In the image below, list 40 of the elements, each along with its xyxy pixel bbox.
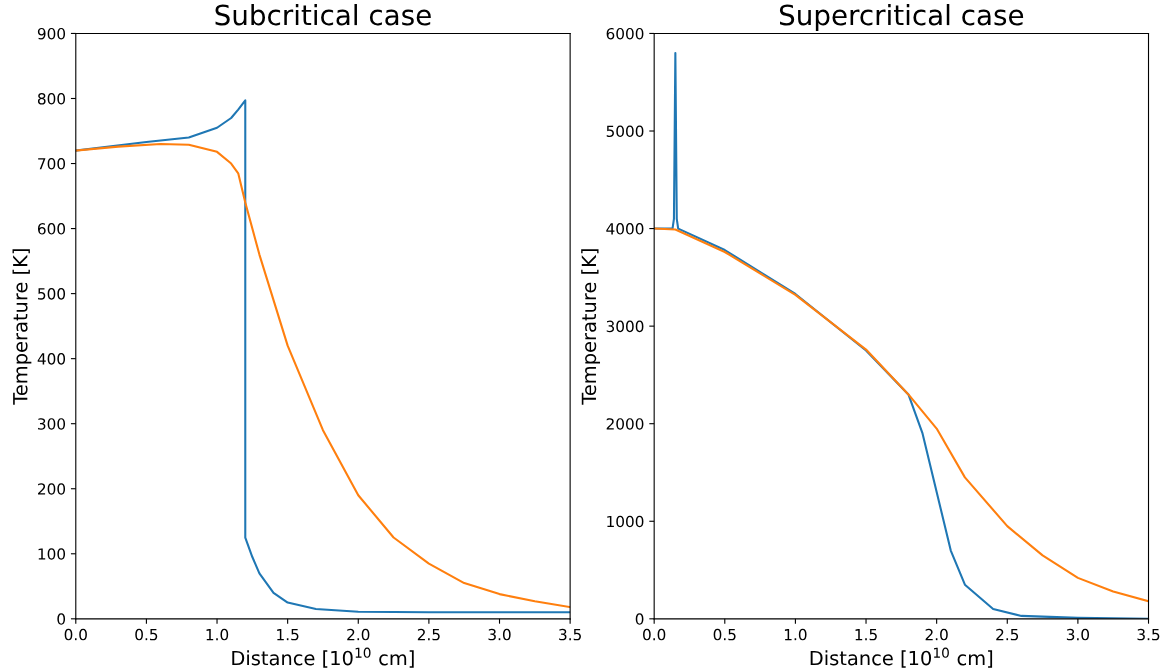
x-tick-label: 3.5 xyxy=(1137,628,1160,641)
line-series xyxy=(654,227,1149,603)
y-tick-label: 1000 xyxy=(607,515,644,528)
x-tick-label: 0.0 xyxy=(64,628,87,641)
chart-title: Subcritical case xyxy=(215,4,431,26)
y-tick-label: 6000 xyxy=(606,27,644,40)
y-tick-label: 3000 xyxy=(606,320,644,333)
y-tick-label: 300 xyxy=(38,418,66,430)
y-tick-label: 200 xyxy=(38,483,66,495)
x-tick-label: 1.5 xyxy=(855,629,877,641)
x-tick-label: 1.5 xyxy=(277,629,299,641)
y-tick-label: 5000 xyxy=(606,125,644,138)
x-tick-label: 1.0 xyxy=(784,628,807,641)
x-axis-title: Distance [10$^{10}$ cm] xyxy=(232,647,414,668)
x-tick-label: 3.0 xyxy=(488,628,511,641)
y-tick-label: 0 xyxy=(635,613,644,625)
x-tick-label: 3.5 xyxy=(559,628,581,641)
x-tick-label: 2.5 xyxy=(996,628,1019,641)
y-tick-label: 700 xyxy=(38,158,66,170)
y-tick-label: 600 xyxy=(37,223,66,235)
y-tick-label: 900 xyxy=(37,27,66,40)
x-tick-label: 2.0 xyxy=(347,628,370,641)
x-tick-label: 0.0 xyxy=(643,628,666,641)
x-tick-label: 3.0 xyxy=(1066,628,1090,641)
y-axis-title: Temperature [K] xyxy=(581,249,601,405)
x-tick-label: 2.5 xyxy=(417,628,440,641)
x-tick-label: 1.0 xyxy=(206,628,229,641)
y-tick-label: 0 xyxy=(57,613,66,625)
x-tick-label: 0.5 xyxy=(135,628,158,641)
y-tick-label: 800 xyxy=(37,92,66,105)
chart-title: Supercritical case xyxy=(779,4,1024,31)
y-tick-label: 2000 xyxy=(606,418,644,430)
y-tick-label: 4000 xyxy=(606,223,644,235)
y-tick-label: 100 xyxy=(38,548,66,560)
y-tick-label: 400 xyxy=(37,353,66,365)
x-tick-label: 0.5 xyxy=(713,628,736,641)
y-axis-title: Temperature [K] xyxy=(12,249,32,405)
y-tick-label: 500 xyxy=(38,288,66,300)
x-tick-label: 2.0 xyxy=(925,628,948,641)
x-axis-title: Distance [10$^{10}$ cm] xyxy=(810,647,993,668)
